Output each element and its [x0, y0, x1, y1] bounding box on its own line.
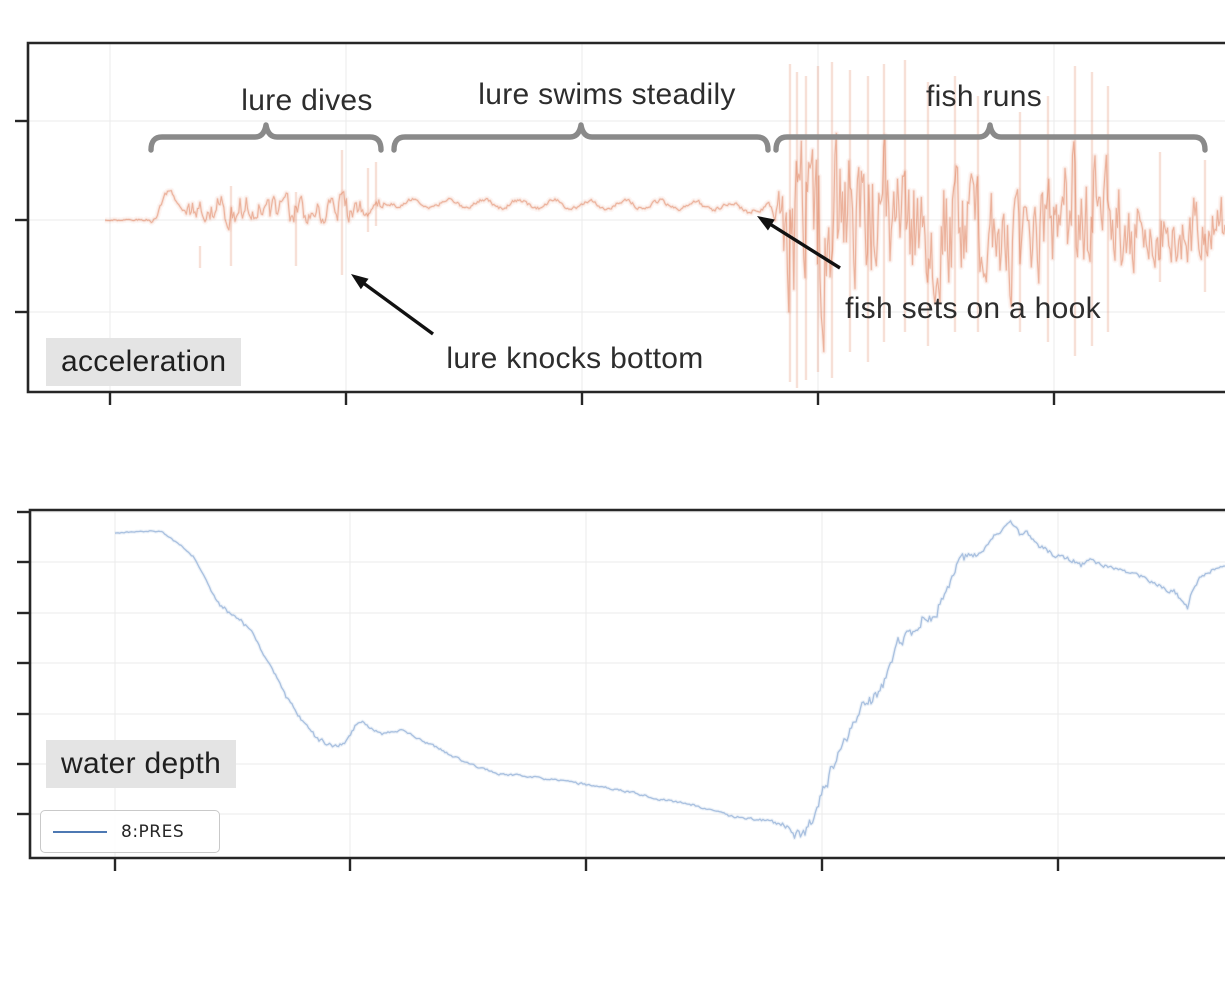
brace-fish-runs [773, 122, 1208, 153]
acceleration-plot [15, 41, 1225, 405]
arrow-fish-sets-on-a-hook [757, 216, 775, 231]
acceleration-label: acceleration [46, 338, 242, 386]
annotation-lure-swims-steadily: lure swims steadily [478, 78, 736, 111]
legend-box: 8:PRES [40, 810, 220, 853]
brace-lure-swims-steadily [391, 122, 771, 153]
water-depth-label: water depth [46, 740, 237, 788]
annotation-fish-runs: fish runs [925, 80, 1043, 113]
annotation-fish-sets-on-hook: fish sets on a hook [845, 292, 1101, 325]
annotation-lure-knocks-bottom: lure knocks bottom [446, 342, 704, 375]
arrow-lure-knocks-bottom [351, 274, 369, 290]
legend-series-label: 8:PRES [121, 821, 185, 842]
water-depth-plot [17, 508, 1225, 871]
annotation-lure-dives: lure dives [241, 84, 373, 117]
brace-lure-dives [148, 122, 384, 153]
legend-line-sample [53, 830, 107, 833]
